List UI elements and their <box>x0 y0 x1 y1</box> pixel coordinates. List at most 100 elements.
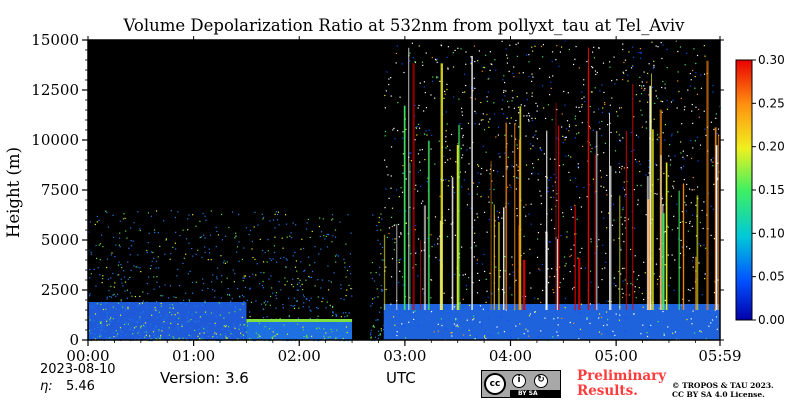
speckle <box>657 97 659 99</box>
speckle <box>691 225 693 227</box>
speckle <box>134 295 137 298</box>
speckle <box>300 338 302 340</box>
speckle <box>153 309 155 311</box>
speckle <box>515 188 517 190</box>
speckle <box>534 297 536 299</box>
speckle <box>473 318 475 320</box>
speckle <box>108 337 110 340</box>
speckle <box>94 223 96 226</box>
speckle <box>344 331 346 334</box>
speckle <box>623 240 625 243</box>
speckle <box>228 335 230 338</box>
speckle <box>396 189 398 191</box>
speckle <box>169 285 172 287</box>
speckle <box>473 256 475 258</box>
speckle <box>280 334 282 336</box>
speckle <box>96 221 98 223</box>
speckle <box>183 299 185 301</box>
speckle <box>267 250 269 252</box>
speckle <box>450 133 453 136</box>
speckle <box>466 288 468 290</box>
speckle <box>684 106 686 108</box>
speckle <box>484 270 486 273</box>
speckle <box>558 165 561 167</box>
speckle <box>430 94 432 96</box>
speckle <box>254 258 256 261</box>
speckle <box>89 293 91 295</box>
speckle <box>370 332 372 334</box>
speckle <box>202 326 204 328</box>
speckle <box>467 188 470 190</box>
speckle <box>294 331 296 333</box>
speckle <box>302 329 305 331</box>
speckle <box>316 327 318 329</box>
speckle <box>324 238 326 240</box>
speckle <box>290 237 293 239</box>
speckle <box>550 196 552 198</box>
speckle <box>623 189 626 191</box>
speckle <box>673 289 675 291</box>
speckle <box>395 62 397 64</box>
speckle <box>371 261 374 264</box>
speckle <box>112 214 114 216</box>
speckle <box>119 246 121 248</box>
speckle <box>391 207 394 209</box>
speckle <box>309 309 311 311</box>
speckle <box>169 311 171 313</box>
speckle <box>97 323 99 325</box>
speckle <box>468 277 470 279</box>
speckle <box>474 87 476 90</box>
speckle <box>423 86 425 88</box>
speckle <box>443 155 445 157</box>
speckle <box>671 135 673 137</box>
speckle <box>97 326 100 329</box>
speckle <box>292 255 294 257</box>
speckle <box>438 259 441 261</box>
speckle <box>621 233 624 235</box>
speckle <box>699 144 702 146</box>
speckle <box>625 317 627 319</box>
speckle <box>171 304 174 306</box>
speckle <box>274 331 276 333</box>
speckle <box>489 272 491 274</box>
speckle <box>677 71 679 73</box>
speckle <box>662 44 664 46</box>
speckle <box>262 280 264 283</box>
speckle <box>292 222 294 224</box>
speckle <box>296 323 299 325</box>
speckle <box>377 337 379 340</box>
speckle <box>606 300 608 302</box>
speckle <box>99 321 101 323</box>
speckle <box>108 290 110 292</box>
credit-line-2: CC BY SA 4.0 License. <box>672 390 765 399</box>
speckle <box>464 171 467 173</box>
speckle <box>337 336 339 338</box>
speckle <box>402 172 404 174</box>
speckle <box>294 266 297 268</box>
speckle <box>111 338 113 340</box>
speckle <box>125 230 127 232</box>
speckle <box>190 319 192 321</box>
speckle <box>381 246 384 249</box>
cc-license-badge[interactable]: cc i ↻ BY SA <box>481 370 561 398</box>
speckle <box>113 336 115 338</box>
speckle <box>274 213 276 215</box>
speckle <box>249 315 251 318</box>
speckle <box>129 303 131 305</box>
speckle <box>344 316 346 318</box>
speckle <box>386 166 388 168</box>
speckle <box>551 60 553 62</box>
speckle <box>221 337 224 340</box>
streak <box>420 240 421 310</box>
speckle <box>161 326 163 329</box>
speckle <box>506 57 509 59</box>
speckle <box>292 305 294 307</box>
speckle <box>512 97 514 99</box>
speckle <box>570 208 573 211</box>
speckle <box>553 318 555 320</box>
speckle <box>237 338 239 340</box>
speckle <box>699 330 701 332</box>
speckle <box>613 239 615 241</box>
speckle <box>473 45 476 47</box>
speckle <box>598 239 600 241</box>
